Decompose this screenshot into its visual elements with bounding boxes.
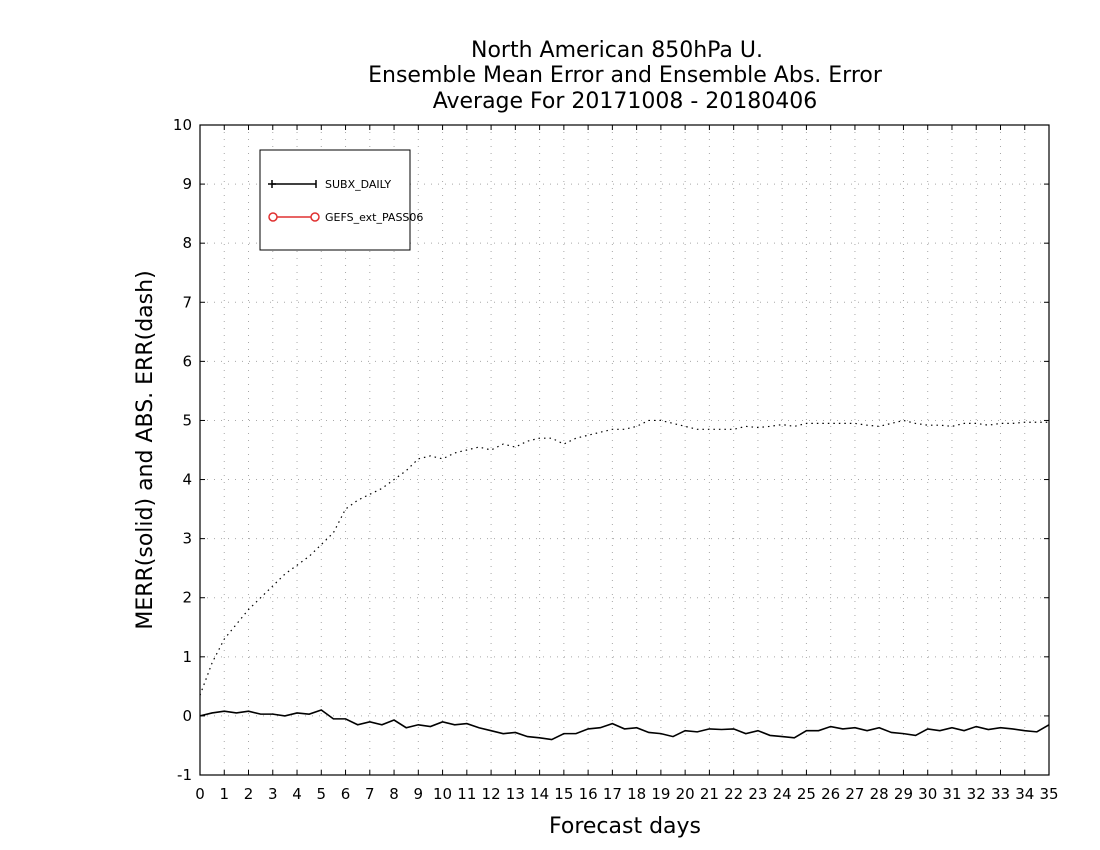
x-tick-label: 5 xyxy=(317,785,327,803)
y-tick-label: 3 xyxy=(182,530,192,548)
abs-err-line xyxy=(199,419,1049,696)
y-axis-title: MERR(solid) and ABS. ERR(dash) xyxy=(133,270,158,629)
axes: 0 1 2 3 4 5 6 7 8 9 10 11 12 13 14 15 16 17 18 19 20 21 22 23 24… xyxy=(173,116,1059,803)
x-tick-label: 9 xyxy=(414,785,424,803)
legend-marker-circle-left xyxy=(268,212,278,222)
x-tick-label: 2 xyxy=(244,785,254,803)
x-tick-label: 7 xyxy=(365,785,375,803)
y-tick-label: 7 xyxy=(182,293,192,311)
x-tick-label: 21 xyxy=(700,785,719,803)
grid xyxy=(200,125,1049,775)
x-tick-label: 10 xyxy=(433,785,452,803)
x-tick-label: 16 xyxy=(579,785,598,803)
y-tick-label: 9 xyxy=(182,175,192,193)
x-axis-title: Forecast days xyxy=(549,814,701,839)
x-tick-label: 14 xyxy=(530,785,549,803)
x-tick-label: 13 xyxy=(506,785,525,803)
plot-frame xyxy=(199,124,1050,776)
x-tick-label: 33 xyxy=(991,785,1010,803)
x-tick-label: 32 xyxy=(967,785,986,803)
x-tick-label: 3 xyxy=(268,785,278,803)
x-tick-label: 24 xyxy=(773,785,792,803)
y-tick-label: 10 xyxy=(173,116,192,134)
x-tick-label: 18 xyxy=(627,785,646,803)
x-tick-label: 6 xyxy=(341,785,351,803)
y-tick-label: 6 xyxy=(182,352,192,370)
x-tick-label: 29 xyxy=(894,785,913,803)
x-tick-label: 31 xyxy=(942,785,961,803)
x-tick-label: 0 xyxy=(195,785,205,803)
x-tick-label: 12 xyxy=(482,785,501,803)
y-tick-label: 5 xyxy=(182,411,192,429)
x-tick-label: 15 xyxy=(554,785,573,803)
x-tick-label: 28 xyxy=(870,785,889,803)
title-line-1: North American 850hPa U. xyxy=(471,38,763,63)
x-tick-label: 25 xyxy=(797,785,816,803)
series-group xyxy=(199,419,1050,741)
x-tick-label: 30 xyxy=(918,785,937,803)
legend-marker-circle-right xyxy=(310,212,320,222)
title-line-3: Average For 20171008 - 20180406 xyxy=(433,89,818,114)
x-tick-label: 8 xyxy=(389,785,399,803)
y-tick-label: -1 xyxy=(177,766,192,784)
x-tick-label: 11 xyxy=(457,785,476,803)
merr-line xyxy=(199,709,1050,741)
x-tick-label: 22 xyxy=(724,785,743,803)
x-tick-label: 23 xyxy=(748,785,767,803)
y-tick-label: 8 xyxy=(182,234,192,252)
y-tick-label: 2 xyxy=(182,589,192,607)
legend-label-gefs: GEFS_ext_PASS06 xyxy=(325,211,423,224)
legend-box xyxy=(259,149,411,251)
x-tick-label: 34 xyxy=(1015,785,1034,803)
x-tick-label: 27 xyxy=(845,785,864,803)
x-tick-label: 20 xyxy=(676,785,695,803)
x-tick-label: 1 xyxy=(219,785,229,803)
title-line-2: Ensemble Mean Error and Ensemble Abs. Er… xyxy=(368,63,883,88)
y-tick-label: 4 xyxy=(182,471,192,489)
x-tick-label: 35 xyxy=(1039,785,1058,803)
x-tick-label: 4 xyxy=(292,785,302,803)
y-tick-label: 0 xyxy=(182,707,192,725)
y-tick-label: 1 xyxy=(182,648,192,666)
legend-label-subx: SUBX_DAILY xyxy=(325,178,391,191)
x-tick-label: 19 xyxy=(651,785,670,803)
x-tick-label: 17 xyxy=(603,785,622,803)
legend: SUBX_DAILY GEFS_ext_PASS06 xyxy=(259,149,423,251)
x-tick-label: 26 xyxy=(821,785,840,803)
chart-title: North American 850hPa U. Ensemble Mean E… xyxy=(368,38,883,114)
